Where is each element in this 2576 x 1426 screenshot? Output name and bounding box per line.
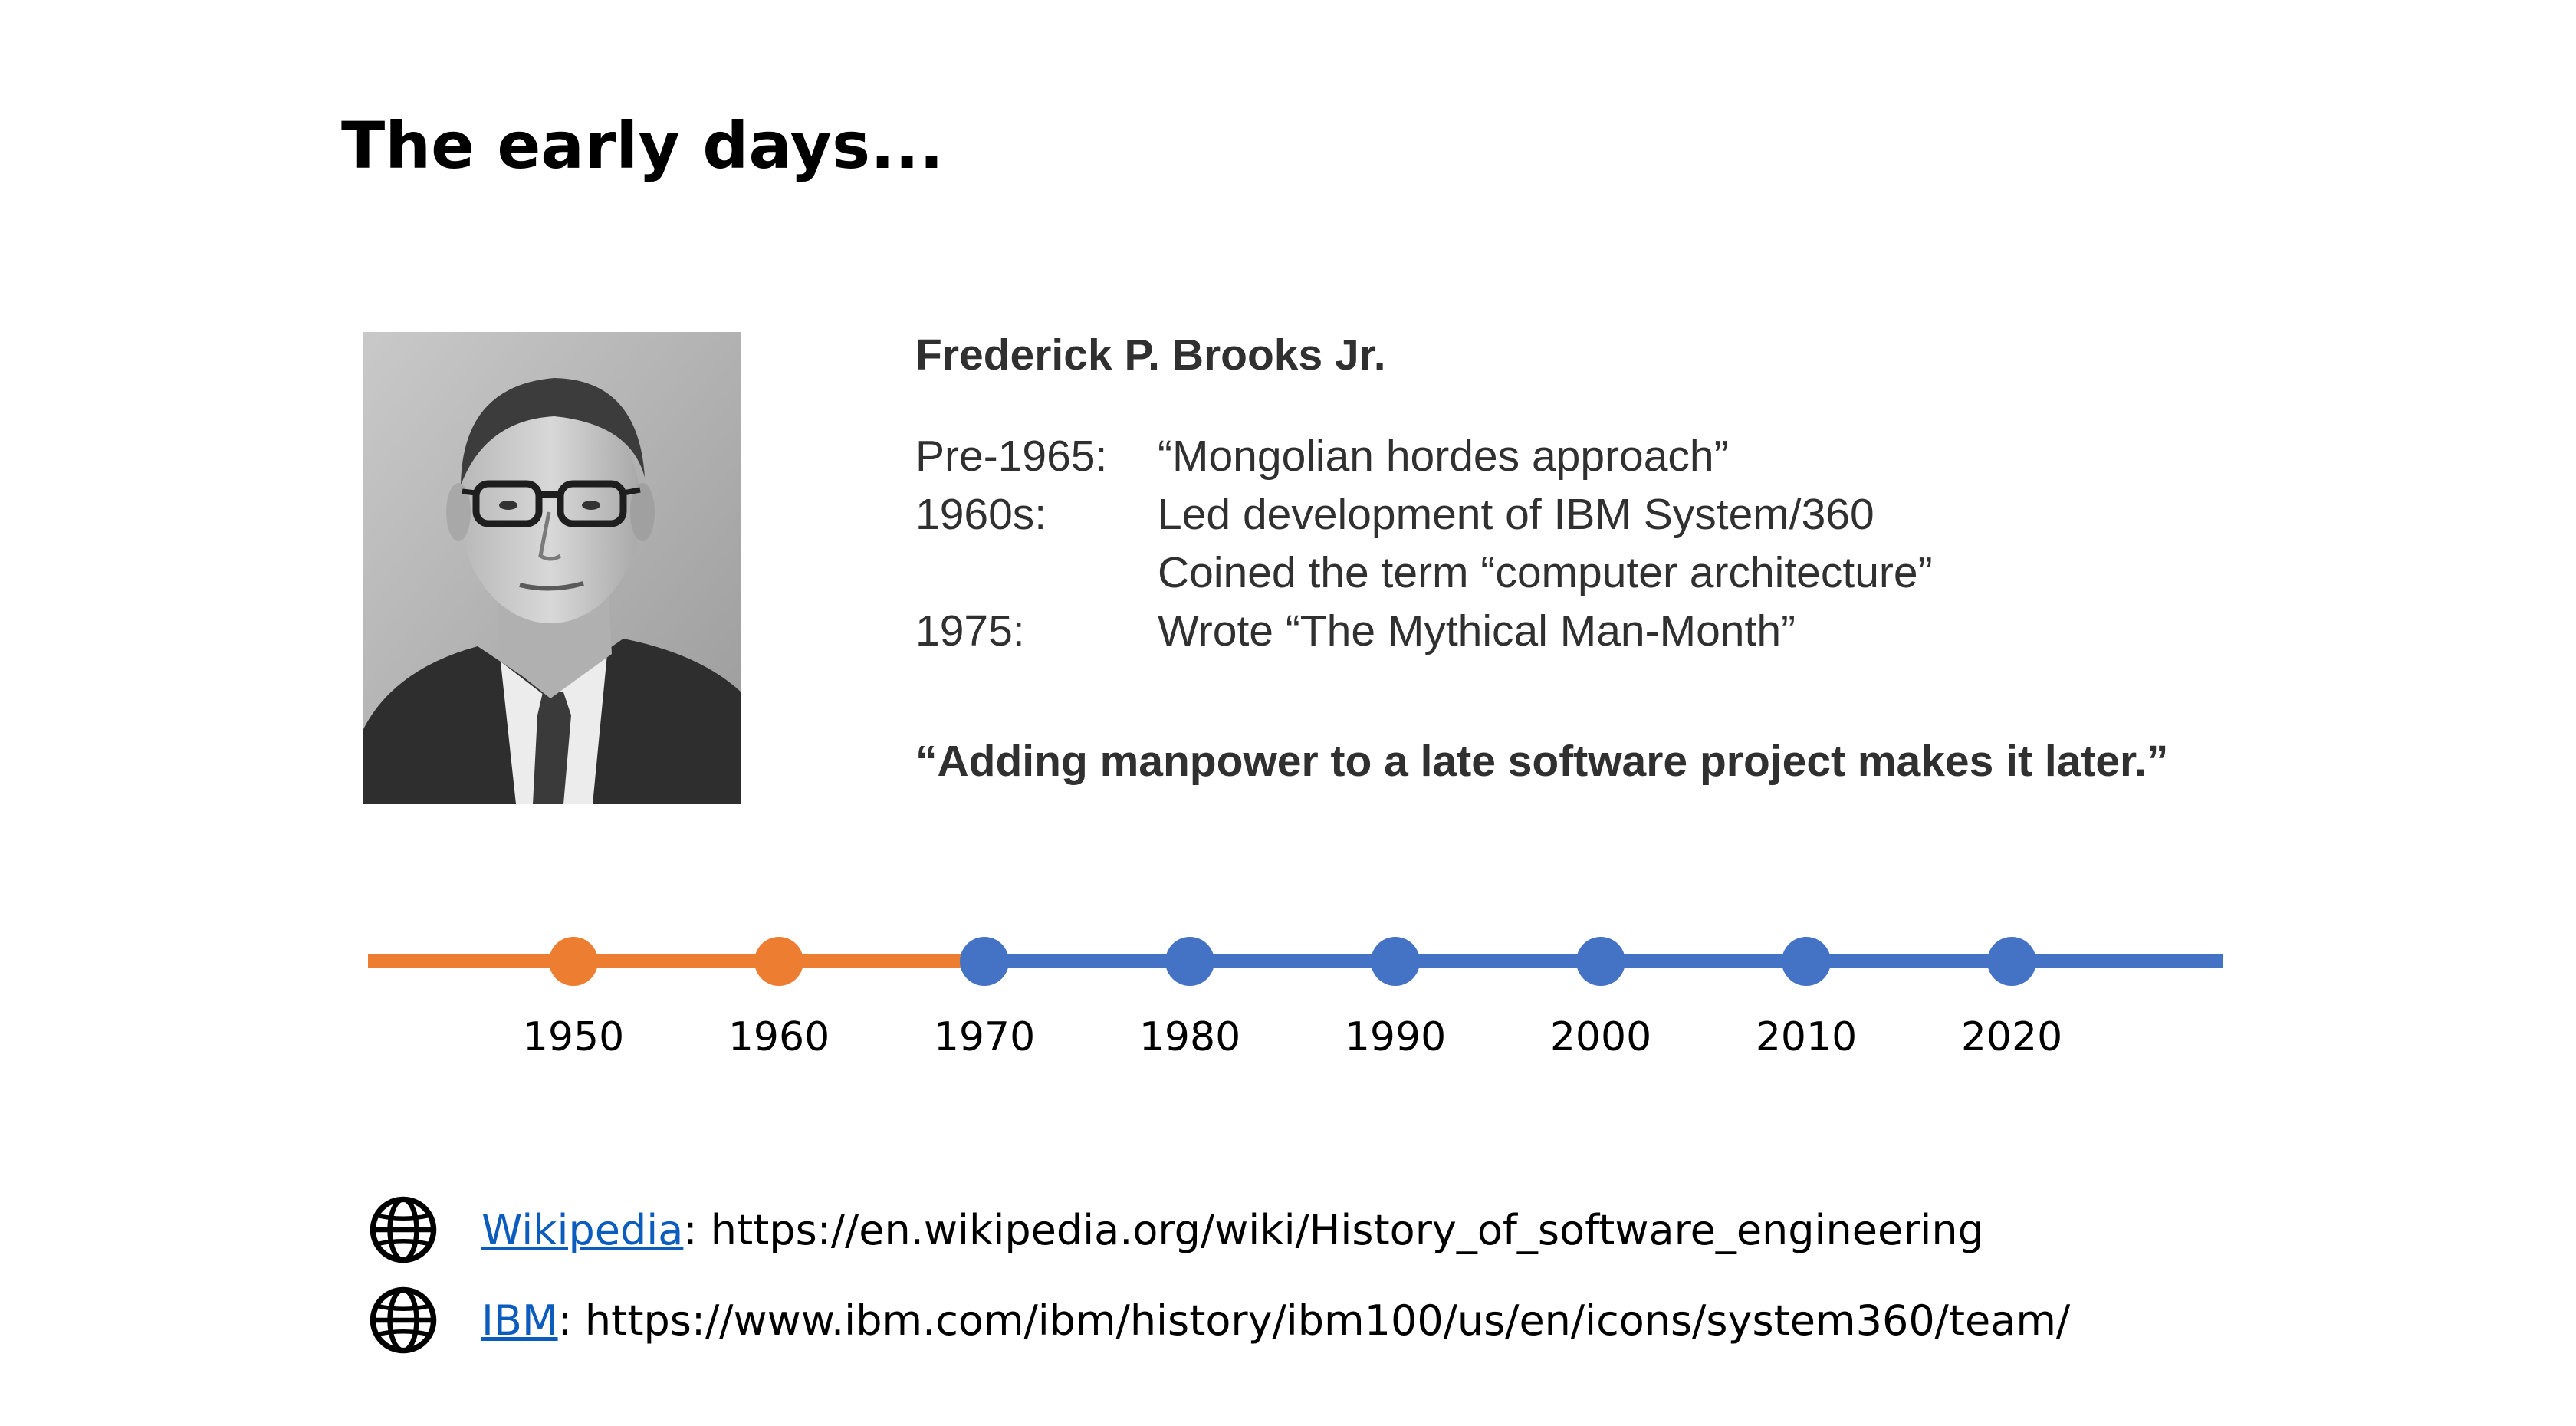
link-row-wikipedia: Wikipedia: https://en.wikipedia.org/wiki… — [368, 1184, 2070, 1275]
wikipedia-url: https://en.wikipedia.org/wiki/History_of… — [710, 1205, 1984, 1254]
bio-text: “Mongolian hordes approach” — [1158, 432, 1729, 481]
timeline-marker-1950 — [549, 937, 598, 986]
timeline-year-label: 1950 — [523, 1014, 624, 1060]
person-info: Frederick P. Brooks Jr. Pre-1965: “Mongo… — [915, 324, 2372, 790]
link-row-ibm: IBM: https://www.ibm.com/ibm/history/ibm… — [368, 1275, 2070, 1365]
bio-text: Wrote “The Mythical Man-Month” — [1158, 606, 1796, 656]
timeline-year-label: 1990 — [1345, 1014, 1446, 1060]
timeline-marker-1980 — [1165, 937, 1214, 986]
bio-label — [915, 544, 1158, 602]
bio-list: Pre-1965: “Mongolian hordes approach” 19… — [915, 427, 2372, 660]
timeline-year-label: 2010 — [1756, 1014, 1857, 1060]
globe-icon — [370, 1286, 437, 1354]
timeline-year-label: 1980 — [1139, 1014, 1240, 1060]
bio-text: Led development of IBM System/360 — [1158, 490, 1875, 539]
link-text: IBM: https://www.ibm.com/ibm/history/ibm… — [481, 1296, 2071, 1345]
wikipedia-link[interactable]: Wikipedia — [481, 1205, 684, 1254]
timeline-year-label: 1960 — [728, 1014, 830, 1060]
timeline-marker-1960 — [754, 937, 803, 986]
bio-row: 1975: Wrote “The Mythical Man-Month” — [915, 602, 2372, 660]
timeline-marker-2000 — [1576, 937, 1625, 986]
bio-row: Coined the term “computer architecture” — [915, 544, 2372, 602]
ibm-url: https://www.ibm.com/ibm/history/ibm100/u… — [584, 1296, 2071, 1345]
timeline-marker-2020 — [1987, 937, 2036, 986]
bio-label: 1960s: — [915, 490, 1047, 539]
reference-links: Wikipedia: https://en.wikipedia.org/wiki… — [368, 1184, 2070, 1365]
timeline-year-label: 1970 — [934, 1014, 1035, 1060]
bio-row: 1960s: Led development of IBM System/360 — [915, 485, 2372, 544]
timeline-marker-1970 — [960, 937, 1009, 986]
brooks-quote: “Adding manpower to a late software proj… — [915, 737, 2169, 786]
slide-title: The early days... — [341, 108, 944, 183]
globe-icon — [370, 1196, 437, 1263]
timeline-marker-1990 — [1371, 937, 1420, 986]
timeline-marker-2010 — [1782, 937, 1831, 986]
bio-row: Pre-1965: “Mongolian hordes approach” — [915, 427, 2372, 485]
ibm-link[interactable]: IBM — [481, 1296, 558, 1345]
person-name: Frederick P. Brooks Jr. — [915, 330, 1386, 380]
portrait-photo — [363, 332, 741, 804]
bio-label: Pre-1965: — [915, 432, 1108, 481]
bio-text: Coined the term “computer architecture” — [1158, 548, 1933, 597]
timeline-year-label: 2000 — [1550, 1014, 1651, 1060]
link-text: Wikipedia: https://en.wikipedia.org/wiki… — [481, 1205, 1984, 1254]
timeline-year-label: 2020 — [1961, 1014, 2062, 1060]
bio-label: 1975: — [915, 606, 1025, 656]
